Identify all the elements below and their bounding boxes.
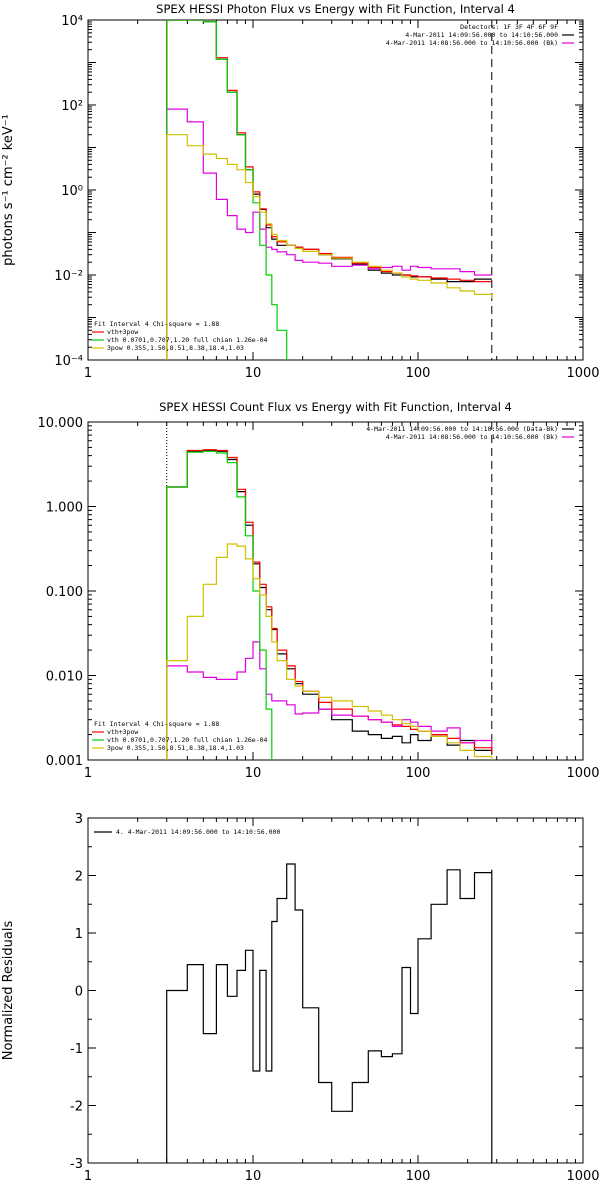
y-tick-label: -1 bbox=[70, 1042, 83, 1057]
plot-frame bbox=[87, 19, 584, 361]
series-data-bk-line bbox=[166, 20, 492, 360]
y-tick-label: 10⁻⁴ bbox=[54, 354, 83, 369]
series-group bbox=[166, 863, 493, 1163]
x-tick-label: 100 bbox=[406, 366, 431, 381]
x-tick-label: 1000 bbox=[566, 366, 599, 381]
chart-title: SPEX HESSI Photon Flux vs Energy with Fi… bbox=[156, 2, 515, 16]
legend-top-left-line: 4. 4-Mar-2011 14:09:56.000 to 14:10:56.0… bbox=[116, 828, 280, 836]
y-tick-label: 1 bbox=[75, 927, 83, 942]
series-vth-line bbox=[166, 20, 288, 360]
y-tick-label: -2 bbox=[70, 1100, 83, 1115]
legend-top-right-line: 4-Mar-2011 14:08:56.000 to 14:10:56.000 … bbox=[386, 39, 558, 47]
x-tick-label: 100 bbox=[406, 1169, 431, 1184]
x-tick-label: 1000 bbox=[566, 766, 599, 781]
chart-title: SPEX HESSI Count Flux vs Energy with Fit… bbox=[159, 400, 512, 414]
y-tick-label: 10⁰ bbox=[61, 184, 83, 199]
series-vth-3pow-line bbox=[166, 449, 493, 760]
series-vth-3pow-line bbox=[166, 20, 492, 360]
y-tick-label: 2 bbox=[75, 870, 83, 885]
x-tick-label: 10 bbox=[245, 766, 262, 781]
y-tick-label: 3 bbox=[75, 812, 83, 827]
series-bk-line bbox=[166, 108, 492, 360]
legend-top-right-line: 4-Mar-2011 14:08:56.000 to 14:10:56.000 … bbox=[386, 433, 558, 441]
y-tick-label: 10⁴ bbox=[61, 14, 83, 29]
series-data-bk-line bbox=[166, 449, 493, 760]
y-tick-label: 10⁻² bbox=[54, 269, 83, 284]
x-tick-label: 1 bbox=[84, 1169, 92, 1184]
series-group bbox=[166, 449, 493, 760]
x-tick-label: 10 bbox=[245, 1169, 262, 1184]
y-tick-label: 0.100 bbox=[46, 585, 83, 600]
y-tick-label: 0.010 bbox=[46, 670, 83, 685]
chart-panel-3: 1 10 100 1000 -3 -2 -1 0 1 2 3 Normalized Residuals… bbox=[1, 812, 600, 1184]
chart-panel-2: SPEX HESSI Count Flux vs Energy with Fit… bbox=[38, 400, 600, 781]
legend-bottom-left-line: Fit Interval 4 Chi-square = 1.88 bbox=[94, 720, 219, 728]
legend-bottom-left-line: vth+3pow bbox=[107, 328, 138, 336]
y-axis-label: Normalized Residuals bbox=[1, 921, 16, 1061]
chart-panel-1: SPEX HESSI Photon Flux vs Energy with Fi… bbox=[1, 2, 600, 381]
legend-bottom-left-line: 3pow 0.355,1.50,8.51,8.38,18.4,1.03 bbox=[107, 344, 244, 352]
legend-bottom-left-line: Fit Interval 4 Chi-square = 1.88 bbox=[94, 320, 219, 328]
y-tick-label: 0 bbox=[75, 985, 83, 1000]
x-tick-label: 1000 bbox=[566, 1169, 599, 1184]
y-tick-label: 0.001 bbox=[46, 754, 83, 769]
series-group bbox=[166, 20, 493, 360]
series-bk-line bbox=[166, 641, 493, 760]
legend-bottom-left-line: vth 0.0701,0.707,1.20 full chian 1.26e-0… bbox=[107, 736, 268, 744]
legend-top-right-line: Detectors: 1F 3F 4F 6F 9F bbox=[460, 23, 558, 31]
y-tick-label: -3 bbox=[70, 1157, 83, 1172]
y-tick-label: 1.000 bbox=[46, 501, 83, 516]
x-tick-label: 100 bbox=[406, 766, 431, 781]
x-tick-label: 1 bbox=[84, 366, 92, 381]
y-axis-label: photons s⁻¹ cm⁻² keV⁻¹ bbox=[1, 114, 16, 266]
legend-top-right-line: 4-Mar-2011 14:09:56.000 to 14:10:56.000 bbox=[405, 31, 558, 39]
x-tick-label: 10 bbox=[245, 366, 262, 381]
x-tick-label: 1 bbox=[84, 766, 92, 781]
series-4-4-mar-2011-14-09-56-000-to-14-10-56-000-line bbox=[166, 863, 493, 1163]
y-tick-label: 10.000 bbox=[38, 416, 84, 431]
series-vth-line bbox=[166, 450, 273, 760]
series-3pow-line bbox=[166, 543, 493, 760]
legend-bottom-left-line: vth+3pow bbox=[107, 728, 138, 736]
legend-bottom-left-line: 3pow 0.355,1.50,8.51,8.38,18.4,1.03 bbox=[107, 744, 244, 752]
legend-top-right-line: 4-Mar-2011 14:09:56.000 to 14:10:56.000 … bbox=[366, 425, 558, 433]
y-tick-label: 10² bbox=[61, 99, 83, 114]
series-3pow-line bbox=[166, 134, 493, 360]
legend-bottom-left-line: vth 0.0701,0.707,1.20 full chian 1.26e-0… bbox=[107, 336, 268, 344]
